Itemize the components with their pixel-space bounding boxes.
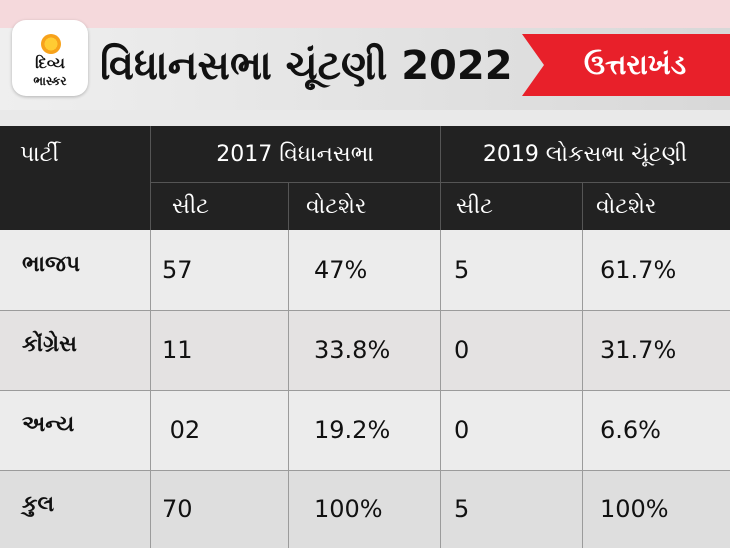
party-name: કોંગ્રેસ (22, 332, 77, 357)
sub-header-seats-2019: સીટ (456, 193, 493, 219)
table-header: પાર્ટી 2017 વિધાનસભા 2019 લોકસભા ચૂંટણી … (0, 126, 730, 230)
seats-2017: 11 (162, 336, 193, 364)
seats-2019: 0 (454, 336, 470, 364)
header-bottom-strip (0, 110, 730, 126)
share-2017: 33.8% (314, 336, 391, 364)
header-divider (150, 182, 730, 183)
header-divider (150, 126, 151, 230)
header-divider (582, 182, 583, 230)
table-row: ભાજપ 57 47% 5 61.7% (0, 230, 730, 310)
table-row: અન્ય 02 19.2% 0 6.6% (0, 390, 730, 470)
party-name: અન્ય (22, 412, 75, 437)
share-2017: 19.2% (314, 416, 391, 444)
header-top-strip (0, 0, 730, 28)
page-title: વિધાનસભા ચૂંટણી 2022 (100, 43, 513, 89)
share-2017: 47% (314, 256, 368, 284)
sub-header-share-2017: વોટશેર (306, 193, 367, 219)
header-divider (440, 126, 441, 230)
seats-2017: 57 (162, 256, 193, 284)
party-column-header: પાર્ટી (20, 142, 59, 167)
share-2019: 6.6% (600, 416, 661, 444)
sub-header-share-2019: વોટશેર (596, 193, 657, 219)
group-header-2017: 2017 વિધાનસભા (216, 141, 374, 167)
sub-header-seats-2017: સીટ (172, 193, 209, 219)
party-name: કુલ (22, 492, 55, 517)
seats-2017: 02 (162, 416, 201, 444)
logo-text-line1: દિવ્ય (35, 54, 65, 72)
share-2019: 100% (600, 495, 669, 523)
results-table: પાર્ટી 2017 વિધાનસભા 2019 લોકસભા ચૂંટણી … (0, 126, 730, 548)
share-2019: 31.7% (600, 336, 677, 364)
sun-icon (41, 34, 61, 54)
seats-2019: 5 (454, 495, 470, 523)
logo-text-line2: ભાસ્કર (33, 74, 67, 88)
share-2019: 61.7% (600, 256, 677, 284)
table-row-total: કુલ 70 100% 5 100% (0, 470, 730, 548)
state-badge: ઉત્તરાખંડ (522, 34, 730, 96)
seats-2019: 0 (454, 416, 470, 444)
party-name: ભાજપ (22, 252, 81, 277)
seats-2019: 5 (454, 256, 470, 284)
seats-2017: 70 (162, 495, 193, 523)
table-row: કોંગ્રેસ 11 33.8% 0 31.7% (0, 310, 730, 390)
share-2017: 100% (314, 495, 383, 523)
group-header-2019: 2019 લોકસભા ચૂંટણી (482, 141, 688, 167)
header-divider (288, 182, 289, 230)
divya-bhaskar-logo: દિવ્ય ભાસ્કર (12, 20, 88, 96)
